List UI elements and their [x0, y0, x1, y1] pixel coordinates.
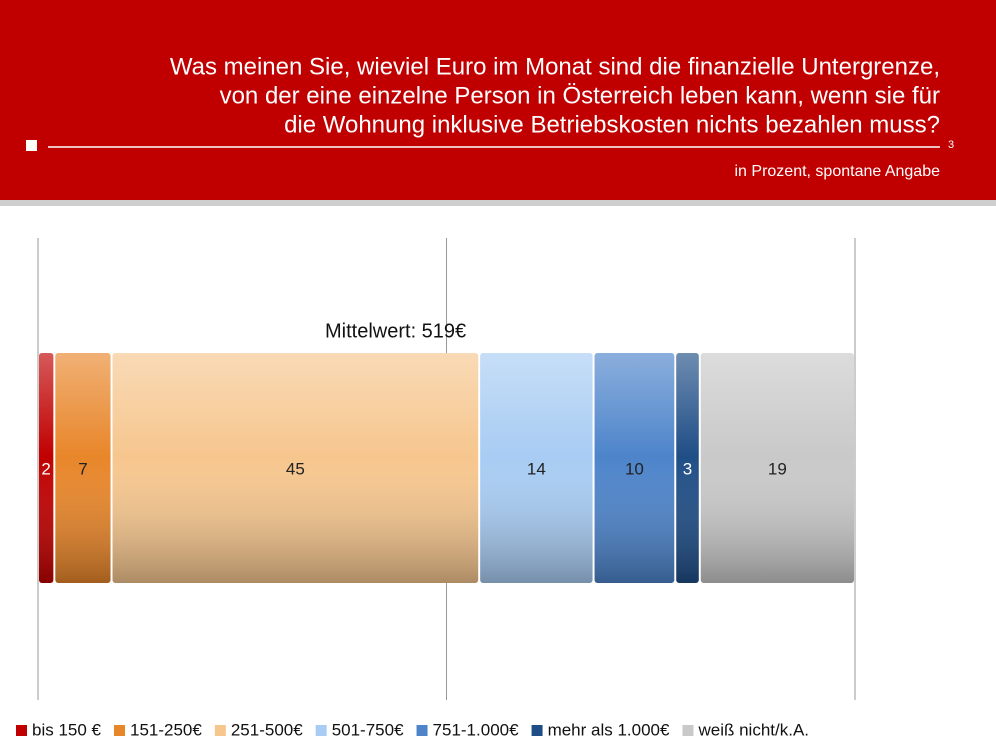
legend-label: mehr als 1.000€ — [548, 720, 670, 739]
legend-swatch — [682, 725, 694, 736]
data-label: 7 — [78, 459, 87, 478]
legend-label: 251-500€ — [231, 720, 303, 739]
bar-shading — [112, 353, 479, 583]
legend-swatch — [16, 725, 27, 736]
data-label: 14 — [527, 459, 546, 478]
legend-label: 151-250€ — [130, 720, 202, 739]
bar-shading — [55, 353, 111, 583]
legend-label: bis 150 € — [32, 720, 102, 739]
legend-label: weiß nicht/k.A. — [697, 720, 809, 739]
header-band — [0, 0, 996, 200]
title-line: Was meinen Sie, wieviel Euro im Monat si… — [170, 53, 940, 80]
data-label: 19 — [768, 459, 787, 478]
header-square — [26, 140, 37, 151]
data-label: 3 — [683, 459, 692, 478]
title-line: die Wohnung inklusive Betriebskosten nic… — [284, 111, 940, 138]
subtitle: in Prozent, spontane Angabe — [735, 163, 941, 180]
data-label: 2 — [41, 459, 50, 478]
legend-swatch — [114, 725, 125, 736]
legend-swatch — [531, 725, 543, 736]
data-label: 45 — [286, 459, 305, 478]
bar-shading — [676, 353, 699, 583]
title-line: von der eine einzelne Person in Österrei… — [220, 82, 940, 109]
bar-shading — [594, 353, 675, 583]
header-rule — [0, 200, 996, 206]
legend-swatch — [214, 725, 226, 736]
annotation: Mittelwert: 519€ — [325, 320, 466, 342]
legend-label: 501-750€ — [332, 720, 404, 739]
data-label: 10 — [625, 459, 644, 478]
bar-shading — [700, 353, 854, 583]
legend-label: 751-1.000€ — [433, 720, 520, 739]
page-number: 3 — [948, 139, 954, 151]
bar-shading — [480, 353, 593, 583]
legend-swatch — [416, 725, 428, 736]
legend-swatch — [315, 725, 327, 736]
bar-shading — [39, 353, 54, 583]
